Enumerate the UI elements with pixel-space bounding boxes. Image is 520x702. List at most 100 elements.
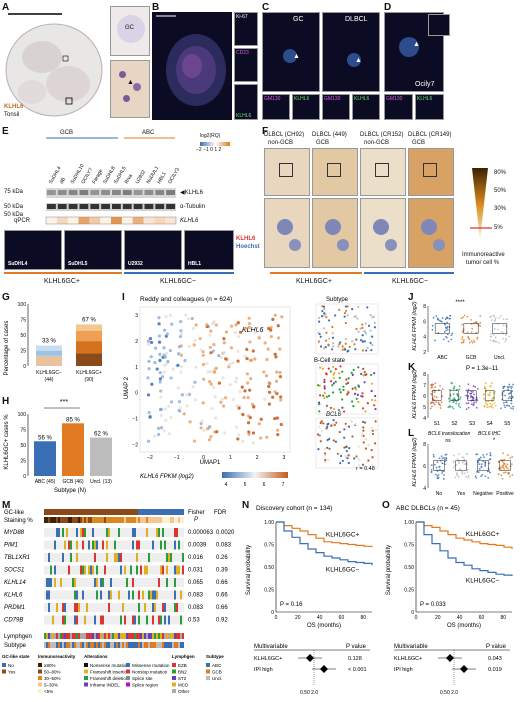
i-sub-point — [361, 349, 365, 352]
m-leg-item: 30–50% — [44, 676, 61, 681]
i-sub-point — [340, 454, 343, 458]
lymphgen-cell — [68, 633, 70, 639]
i-point — [208, 425, 212, 429]
i-sub-point — [346, 305, 349, 308]
cell-hbl1-image: HBL1 — [184, 230, 234, 270]
subtype-cell — [106, 642, 108, 648]
m-mutation — [116, 553, 118, 562]
gclike-cell — [112, 509, 114, 515]
m-leg-title: GC-like state — [2, 654, 30, 659]
i-point — [209, 382, 213, 386]
subtype-cell — [160, 642, 162, 648]
staining-cell — [132, 517, 134, 523]
jitter-point — [479, 456, 482, 459]
m-mutation — [48, 590, 50, 600]
qpcr-cell — [165, 217, 176, 224]
lymphgen-cell — [128, 633, 130, 639]
jitter-point — [504, 340, 507, 343]
lymphgen-cell — [162, 633, 164, 639]
lymphgen-cell — [90, 633, 92, 639]
subtype-cell — [90, 642, 92, 648]
jitter-cat: Uncl. — [494, 355, 505, 361]
i-sub-point — [374, 429, 378, 432]
i-point — [169, 376, 173, 380]
jitter-point — [489, 333, 492, 336]
box — [455, 460, 467, 471]
i-point — [157, 432, 161, 437]
i-point — [224, 330, 229, 334]
km-curve-gcm — [416, 521, 513, 576]
gclike-cell — [180, 509, 182, 515]
e-gcm-label: KLHL6GC− — [160, 278, 196, 285]
m-row-bg — [44, 565, 184, 575]
i-xtick: 1 — [229, 455, 232, 461]
panel-label-m: M — [2, 500, 11, 511]
i-point — [165, 351, 169, 355]
m-leg-swatch — [172, 669, 176, 674]
gm130-label-3: GM130 — [386, 96, 403, 102]
lymphgen-cell — [84, 633, 86, 639]
i-sub-point — [353, 457, 356, 460]
m-leg-item: 5–30% — [44, 682, 58, 687]
m-mutation — [106, 553, 108, 562]
jitter-point — [435, 396, 438, 399]
i-point — [162, 363, 167, 367]
jitter-point — [450, 338, 453, 341]
m-mutation — [158, 528, 160, 537]
m-mutation — [124, 565, 126, 575]
gclike-cell — [108, 509, 110, 515]
jitter-cat: Negative — [473, 491, 493, 497]
jitter-point — [467, 406, 470, 409]
i-point — [247, 325, 251, 329]
i-point — [194, 323, 198, 327]
jitter-point — [443, 456, 445, 459]
subtype-cell — [80, 642, 82, 648]
gc-gm130-image: GM130 — [262, 94, 290, 120]
jitter-point — [468, 341, 471, 344]
i-sub-point — [341, 345, 344, 348]
i-point — [180, 393, 184, 397]
jitter-point — [467, 474, 470, 477]
m-mutation — [158, 578, 160, 587]
m-mutation — [78, 603, 80, 612]
i-sub-point — [362, 420, 365, 424]
m-mutation — [110, 578, 112, 587]
lymphgen-cell — [108, 633, 110, 639]
i-point — [246, 421, 251, 425]
i-sub-point — [323, 385, 326, 388]
m-p: 0.031 — [188, 568, 204, 574]
i-point — [146, 439, 151, 443]
i-sub-point — [338, 388, 341, 391]
gclike-cell — [132, 509, 134, 515]
jitter-point — [502, 452, 505, 455]
jitter-point — [482, 393, 485, 395]
i-ytick: −1 — [132, 417, 138, 423]
m-mutation — [76, 603, 78, 612]
jitter-point — [457, 398, 459, 401]
qpcr-cell — [46, 217, 57, 224]
stain-label: KLHL6 — [4, 104, 24, 110]
m-leg-item: GCB — [212, 669, 222, 674]
lymphgen-cell — [106, 633, 108, 639]
jitter-point — [490, 335, 493, 338]
jitter-point — [489, 471, 491, 474]
jitter-point — [484, 475, 487, 478]
m-mutation — [92, 528, 94, 537]
staining-cell — [46, 517, 48, 523]
f-pct-30: 30% — [494, 206, 507, 212]
i-xtick: −1 — [174, 455, 180, 461]
staining-cell — [166, 517, 168, 523]
i-point — [245, 356, 249, 361]
klhl6-channel-image: KLHL6 — [234, 84, 258, 120]
m-mutation — [120, 565, 122, 575]
i-point — [158, 352, 162, 356]
m-mutation — [102, 578, 104, 587]
jitter-point — [494, 404, 497, 407]
m-leg-swatch — [84, 663, 88, 667]
lymphgen-cell — [156, 633, 158, 639]
i-sub-point — [344, 348, 347, 351]
i-sub-point — [370, 373, 373, 377]
i-point — [168, 348, 173, 353]
jitter-point — [431, 386, 434, 389]
m-mutation — [114, 553, 116, 562]
